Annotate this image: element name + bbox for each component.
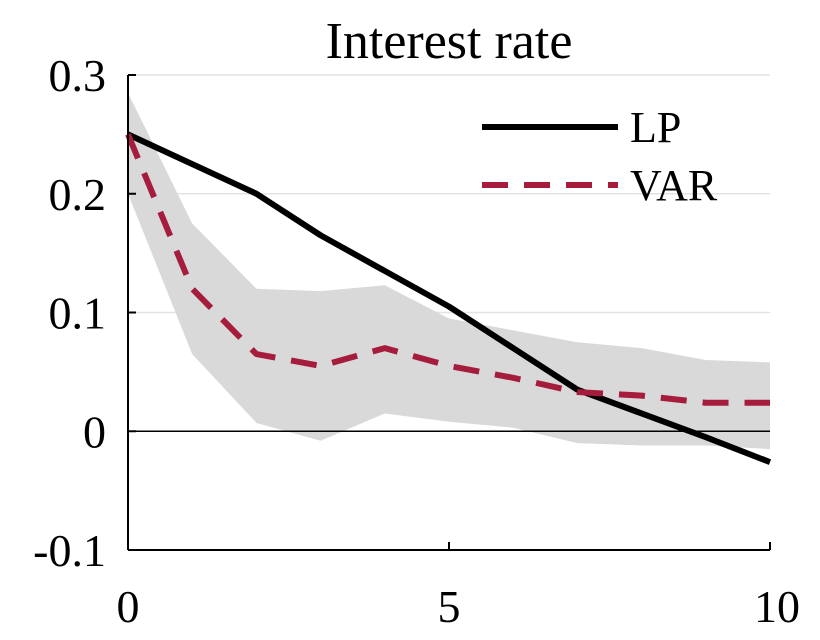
- confidence-band: [128, 92, 770, 450]
- legend-label-var: VAR: [630, 161, 718, 210]
- y-tick-label-3: 0.2: [49, 169, 107, 220]
- legend: LP VAR: [482, 103, 718, 210]
- x-tick-label-0: 0: [117, 581, 140, 632]
- tick-labels: -0.100.10.20.30 5 10: [33, 50, 800, 632]
- y-tick-label-2: 0.1: [49, 288, 107, 339]
- chart-title: Interest rate: [326, 13, 573, 70]
- confidence-band-layer: [128, 92, 770, 450]
- legend-label-lp: LP: [630, 103, 681, 152]
- series-line-var: [125, 133, 770, 406]
- axes: [127, 74, 771, 551]
- y-tick-label-1: 0: [83, 406, 106, 457]
- y-tick-label-4: 0.3: [49, 50, 107, 101]
- series-layer: [125, 131, 772, 465]
- y-tick-label-0: -0.1: [33, 525, 106, 576]
- x-tick-label-1: 5: [438, 581, 461, 632]
- series-line-lp: [126, 131, 772, 465]
- x-tick-label-2: 10: [754, 581, 800, 632]
